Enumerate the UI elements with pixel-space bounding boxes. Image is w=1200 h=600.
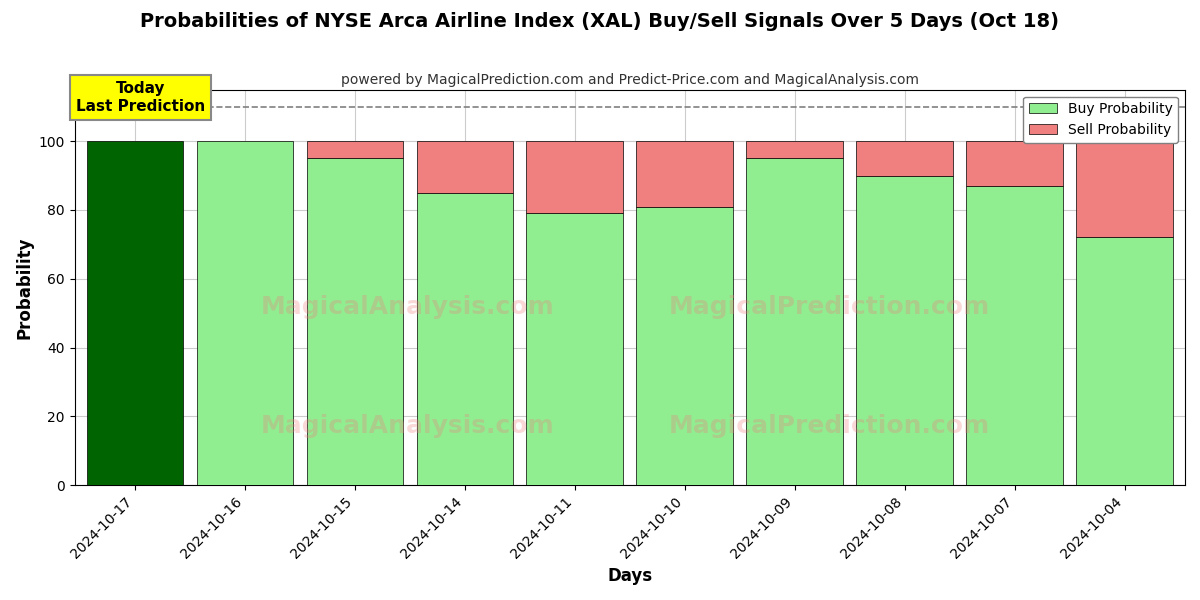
Bar [527,141,623,214]
Bar [746,158,844,485]
Bar [857,176,953,485]
Bar [307,158,403,485]
Bar [197,141,294,485]
Text: MagicalPrediction.com: MagicalPrediction.com [670,295,990,319]
Bar [1076,141,1172,238]
Bar [416,141,514,193]
Y-axis label: Probability: Probability [16,236,34,338]
Bar [1076,238,1172,485]
Text: MagicalPrediction.com: MagicalPrediction.com [670,414,990,438]
Bar [307,141,403,158]
Bar [966,141,1063,186]
Bar [636,141,733,206]
Title: powered by MagicalPrediction.com and Predict-Price.com and MagicalAnalysis.com: powered by MagicalPrediction.com and Pre… [341,73,919,87]
Text: Probabilities of NYSE Arca Airline Index (XAL) Buy/Sell Signals Over 5 Days (Oct: Probabilities of NYSE Arca Airline Index… [140,12,1060,31]
Bar [966,186,1063,485]
Text: MagicalAnalysis.com: MagicalAnalysis.com [260,295,554,319]
Bar [746,141,844,158]
X-axis label: Days: Days [607,567,653,585]
Bar [857,141,953,176]
Bar [636,206,733,485]
Bar [86,141,184,485]
Bar [527,214,623,485]
Legend: Buy Probability, Sell Probability: Buy Probability, Sell Probability [1024,97,1178,143]
Bar [416,193,514,485]
Text: MagicalAnalysis.com: MagicalAnalysis.com [260,414,554,438]
Text: Today
Last Prediction: Today Last Prediction [76,81,205,113]
